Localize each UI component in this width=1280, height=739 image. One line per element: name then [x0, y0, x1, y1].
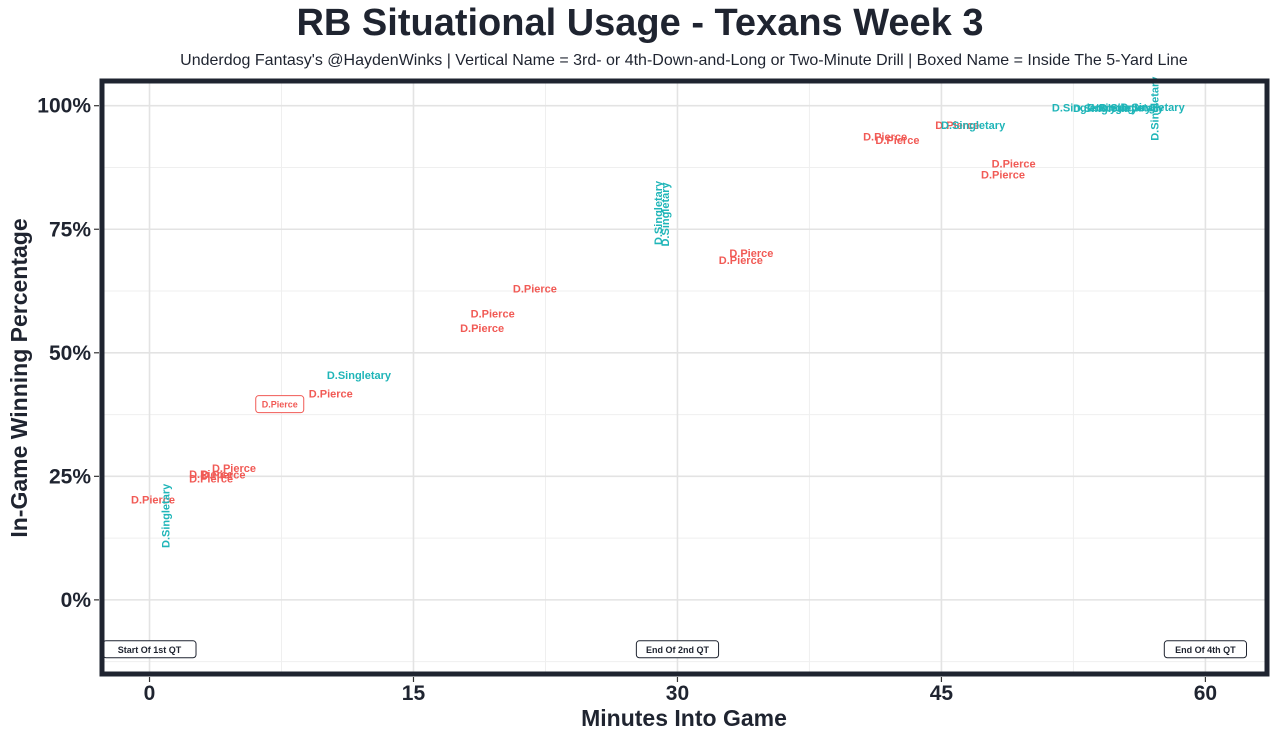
point-label: D.Pierce	[992, 159, 1036, 171]
point-label: D.Singletary	[327, 370, 392, 382]
point-label: D.Pierce	[719, 255, 763, 267]
point-label: D.Pierce	[935, 120, 979, 132]
quarter-annotation: Start Of 1st QT	[102, 640, 197, 659]
quarter-annotation: End Of 4th QT	[1163, 640, 1248, 659]
x-tick-label: 60	[1194, 682, 1217, 705]
point-label: D.Singletary	[1099, 103, 1164, 115]
y-axis-label: In-Game Winning Percentage	[6, 218, 32, 537]
point-label: D.Pierce	[212, 463, 256, 475]
plot-border	[99, 78, 1270, 677]
point-label: D.Singletary	[1073, 103, 1138, 115]
boxed-point-label: D.Pierce	[255, 395, 305, 414]
point-label: D.Singletary	[653, 180, 665, 245]
point-label: D.Singletary	[1149, 76, 1161, 141]
x-axis-label: Minutes Into Game	[581, 705, 787, 731]
point-label: D.Pierce	[262, 400, 298, 410]
annotation-box	[1163, 640, 1248, 659]
y-tick-label: 50%	[49, 342, 91, 365]
y-tick-label: 25%	[49, 465, 91, 488]
point-label: D.Pierce	[471, 308, 515, 320]
y-tick-label: 0%	[61, 589, 92, 612]
x-tick-label: 0	[144, 682, 156, 705]
point-label: D.Singletary	[160, 483, 172, 548]
point-label: D.Pierce	[189, 469, 233, 481]
annotation-label: End Of 4th QT	[1175, 645, 1236, 655]
point-label: D.Pierce	[131, 495, 175, 507]
point-label: D.Pierce	[513, 284, 557, 296]
point-label: D.Singletary	[1052, 103, 1117, 115]
annotation-label: Start Of 1st QT	[118, 645, 182, 655]
quarter-annotation: End Of 2nd QT	[635, 640, 720, 659]
chart-subtitle: Underdog Fantasy's @HaydenWinks | Vertic…	[180, 52, 1188, 69]
point-label: D.Pierce	[729, 248, 773, 260]
annotation-label: End Of 2nd QT	[646, 645, 709, 655]
point-label: D.Pierce	[863, 131, 907, 143]
point-label: D.Singletary	[660, 181, 672, 246]
point-label: D.Pierce	[875, 135, 919, 147]
point-label: D.Singletary	[1087, 103, 1152, 115]
y-tick-label: 100%	[37, 95, 91, 118]
label-box	[255, 395, 305, 414]
plot-panel	[102, 81, 1267, 674]
point-label: D.Singletary	[1121, 102, 1186, 114]
x-tick-label: 30	[666, 682, 689, 705]
x-tick-label: 15	[402, 682, 426, 705]
x-tick-label: 45	[930, 682, 954, 705]
point-label: D.Singletary	[941, 120, 1006, 132]
point-label: D.Pierce	[981, 169, 1025, 181]
point-label: D.Pierce	[309, 388, 353, 400]
annotation-box	[635, 640, 720, 659]
point-label: D.Pierce	[189, 473, 233, 485]
chart-title: RB Situational Usage - Texans Week 3	[296, 2, 984, 44]
y-tick-label: 75%	[49, 218, 91, 241]
point-label: D.Pierce	[460, 323, 504, 335]
point-label: D.Pierce	[201, 469, 245, 481]
